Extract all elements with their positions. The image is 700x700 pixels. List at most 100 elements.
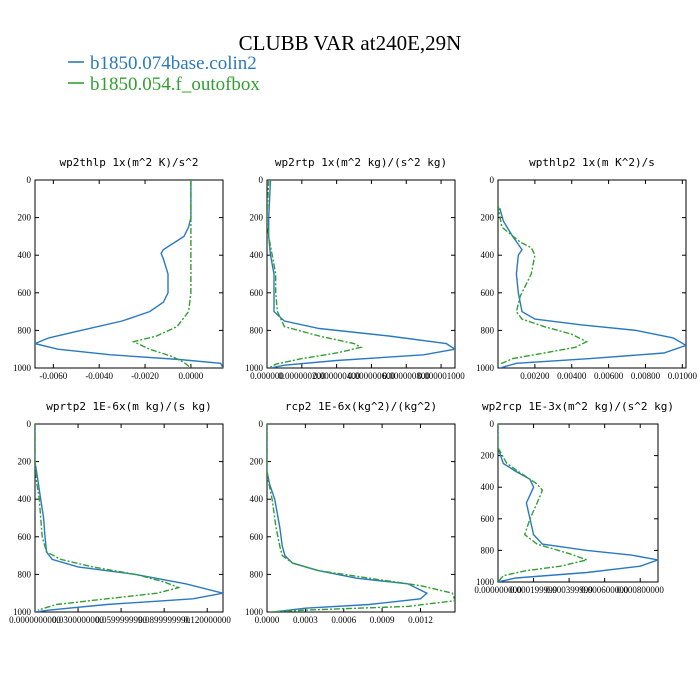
x-tick-label: 0.0003 bbox=[293, 615, 318, 625]
plot-frame bbox=[266, 179, 456, 369]
panels: wp2thlp 1x(m^2 K)/s^2 0 200 400 600 800 1000 -0… bbox=[9, 156, 697, 625]
panel-title: wp2rcp 1E-3x(m^2 kg)/(s^2 kg) bbox=[482, 400, 674, 413]
series-line-1 bbox=[35, 424, 181, 611]
figure-title: CLUBB VAR at240E,29N bbox=[239, 31, 462, 55]
y-tick-label: 600 bbox=[481, 288, 495, 298]
x-tick-label: 0.000800000 bbox=[617, 585, 665, 595]
x-tick-label: -0.0020 bbox=[131, 371, 159, 381]
y-tick-label: 200 bbox=[250, 213, 264, 223]
x-tick-label: 0.00200 bbox=[520, 371, 550, 381]
x-tick-label: 0.0300000000 bbox=[52, 615, 104, 625]
x-tick-label: 0.000199999 bbox=[510, 585, 558, 595]
panel-title: rcp2 1E-6x(kg^2)/(kg^2) bbox=[285, 400, 437, 413]
panel-title: wp2thlp 1x(m^2 K)/s^2 bbox=[59, 156, 198, 169]
y-tick-label: 0 bbox=[490, 419, 495, 429]
plot-frame bbox=[34, 423, 224, 613]
y-tick-label: 400 bbox=[18, 250, 32, 260]
x-tick-label: 0.000000600 bbox=[348, 371, 396, 381]
x-tick-label: 0.0599999990 bbox=[95, 615, 147, 625]
y-tick-label: 400 bbox=[250, 494, 264, 504]
series-line-1 bbox=[498, 424, 590, 582]
x-tick-label: 0.0006 bbox=[331, 615, 356, 625]
x-tick-label: 0.000600000 bbox=[581, 585, 629, 595]
y-tick-label: 400 bbox=[481, 250, 495, 260]
legend-label-0: b1850.074base.colin2 bbox=[90, 53, 257, 74]
y-tick-label: 1000 bbox=[13, 607, 32, 617]
x-tick-label: 0.0899999990 bbox=[138, 615, 190, 625]
y-tick-label: 800 bbox=[481, 325, 495, 335]
y-tick-label: 200 bbox=[18, 213, 32, 223]
x-tick-label: 0.120000000 bbox=[184, 615, 232, 625]
y-tick-label: 0 bbox=[259, 175, 264, 185]
y-tick-label: 0 bbox=[27, 175, 32, 185]
y-tick-label: 600 bbox=[250, 288, 264, 298]
panel-4: rcp2 1E-6x(kg^2)/(kg^2) 0 200 400 600 800 1000… bbox=[245, 400, 456, 625]
y-tick-label: 400 bbox=[250, 250, 264, 260]
y-tick-label: 0 bbox=[27, 419, 32, 429]
series-line-1 bbox=[267, 180, 363, 368]
y-tick-label: 600 bbox=[481, 514, 495, 524]
y-tick-label: 1000 bbox=[476, 363, 495, 373]
legend-label-1: b1850.054.f_outofbox bbox=[90, 74, 260, 95]
legend: b1850.074base.colin2 b1850.054.f_outofbo… bbox=[68, 53, 260, 95]
plot-frame bbox=[497, 423, 659, 583]
y-tick-label: 800 bbox=[18, 569, 32, 579]
y-tick-label: 200 bbox=[250, 457, 264, 467]
y-tick-label: 1000 bbox=[13, 363, 32, 373]
x-tick-label: 0.00800 bbox=[631, 371, 661, 381]
y-tick-label: 800 bbox=[481, 545, 495, 555]
panel-5: wp2rcp 1E-3x(m^2 kg)/(s^2 kg) 0 200 400 600 8… bbox=[474, 400, 674, 595]
y-tick-label: 200 bbox=[481, 213, 495, 223]
x-tick-label: -0.0060 bbox=[39, 371, 67, 381]
panel-title: wp2rtp 1x(m^2 kg)/(s^2 kg) bbox=[275, 156, 447, 169]
x-tick-label: 0.0009 bbox=[370, 615, 395, 625]
panel-3: wprtp2 1E-6x(m kg)/(s kg) 0 200 400 600 800 10… bbox=[9, 400, 231, 625]
series-line-1 bbox=[498, 204, 589, 365]
y-tick-label: 600 bbox=[18, 532, 32, 542]
panel-0: wp2thlp 1x(m^2 K)/s^2 0 200 400 600 800 1000 -0… bbox=[13, 156, 224, 381]
panel-1: wp2rtp 1x(m^2 kg)/(s^2 kg) 0 200 400 600 800 1… bbox=[245, 156, 465, 381]
x-tick-label: 0.000001000 bbox=[417, 371, 465, 381]
plot-frame bbox=[266, 423, 456, 613]
series-line-1 bbox=[267, 424, 455, 612]
series-line-0 bbox=[498, 424, 658, 582]
y-tick-label: 600 bbox=[250, 532, 264, 542]
x-tick-label: 0.000000 bbox=[250, 371, 284, 381]
x-tick-label: 0.00600 bbox=[594, 371, 624, 381]
x-tick-label: 0.000000800 bbox=[383, 371, 431, 381]
y-tick-label: 0 bbox=[490, 175, 495, 185]
x-tick-label: 0.000000200 bbox=[278, 371, 326, 381]
y-tick-label: 1000 bbox=[476, 577, 495, 587]
y-tick-label: 1000 bbox=[245, 363, 264, 373]
y-tick-label: 400 bbox=[18, 494, 32, 504]
x-tick-label: 0.0000000000 bbox=[9, 615, 61, 625]
plot-frame bbox=[497, 179, 687, 369]
x-tick-label: -0.0040 bbox=[85, 371, 113, 381]
x-tick-label: 0.000399999 bbox=[545, 585, 593, 595]
y-tick-label: 200 bbox=[18, 457, 32, 467]
panel-2: wpthlp2 1x(m K^2)/s 0 200 400 600 800 1000 0.00… bbox=[476, 156, 697, 381]
series-line-1 bbox=[131, 180, 192, 368]
series-line-0 bbox=[35, 180, 223, 368]
series-line-0 bbox=[35, 424, 223, 612]
y-tick-label: 1000 bbox=[245, 607, 264, 617]
x-tick-label: 0.000000000 bbox=[474, 585, 522, 595]
panel-title: wprtp2 1E-6x(m kg)/(s kg) bbox=[46, 400, 212, 413]
x-tick-label: 0.01000 bbox=[668, 371, 698, 381]
y-tick-label: 400 bbox=[481, 482, 495, 492]
plot-frame bbox=[34, 179, 224, 369]
series-line-0 bbox=[499, 208, 686, 368]
y-tick-label: 800 bbox=[250, 325, 264, 335]
y-tick-label: 200 bbox=[481, 451, 495, 461]
y-tick-label: 800 bbox=[250, 569, 264, 579]
series-line-0 bbox=[268, 180, 455, 368]
x-tick-label: 0.0000 bbox=[255, 615, 280, 625]
y-tick-label: 600 bbox=[18, 288, 32, 298]
x-tick-label: 0.0012 bbox=[408, 615, 433, 625]
panel-title: wpthlp2 1x(m K^2)/s bbox=[529, 156, 655, 169]
y-tick-label: 0 bbox=[259, 419, 264, 429]
x-tick-label: 0.0000 bbox=[179, 371, 204, 381]
x-tick-label: 0.00400 bbox=[557, 371, 587, 381]
